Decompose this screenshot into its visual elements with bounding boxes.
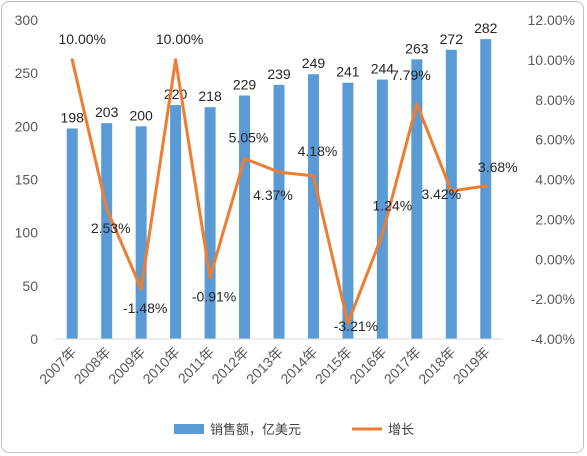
bar	[445, 49, 457, 339]
line-data-label: -3.21%	[334, 318, 378, 334]
legend-label-growth: 增长	[388, 423, 414, 438]
x-tick-label: 2008年	[71, 344, 114, 387]
line-point	[139, 287, 143, 291]
y-right-tick-label: -2.00%	[531, 291, 575, 307]
bar-data-label: 229	[233, 76, 257, 92]
bar-data-label: 239	[267, 66, 291, 82]
bar-series	[66, 39, 492, 340]
y-left-tick-label: 0	[30, 331, 38, 347]
bar-data-label: 203	[95, 104, 119, 120]
x-tick-label: 2017年	[381, 344, 424, 387]
line-point	[70, 58, 74, 62]
legend-swatch-sales	[174, 424, 204, 434]
line-point	[415, 102, 419, 106]
y-right-tick-label: 10.00%	[528, 52, 575, 68]
bar	[273, 84, 285, 339]
bar-data-label: 220	[164, 86, 188, 102]
x-tick-label: 2019年	[450, 344, 493, 387]
bar-data-label: 200	[129, 107, 153, 123]
line-data-label: 1.24%	[373, 198, 413, 214]
line-data-label: 5.05%	[229, 130, 269, 146]
x-tick-label: 2010年	[139, 344, 182, 387]
line-point	[346, 321, 350, 325]
line-point	[105, 207, 109, 211]
line-point	[208, 275, 212, 279]
left-axis: 0 50 100 150 200 250 300	[15, 12, 39, 347]
x-tick-label: 2011年	[175, 344, 218, 387]
bar	[307, 74, 319, 339]
x-tick-label: 2018年	[415, 344, 458, 387]
bar-data-label: 241	[336, 64, 360, 80]
y-left-tick-label: 200	[15, 118, 39, 134]
y-right-tick-label: 12.00%	[528, 12, 575, 28]
line-point	[449, 189, 453, 193]
bar	[480, 39, 492, 339]
legend: 销售额，亿美元 增长	[174, 422, 414, 438]
line-data-label: -0.91%	[192, 288, 236, 304]
y-right-tick-label: 0.00%	[535, 251, 575, 267]
line-data-label: -1.48%	[123, 300, 167, 316]
line-point	[484, 184, 488, 188]
x-tick-label: 2014年	[277, 344, 320, 387]
line-series	[70, 58, 488, 325]
line-data-labels: 10.00% 2.53% -1.48% 10.00% -0.91% 5.05% 4.37% 4…	[58, 31, 517, 334]
line-data-label: 4.18%	[298, 143, 338, 159]
bar-data-labels: 198 203 200 220 218 229 239 249 241 244 263 272 282	[61, 20, 498, 125]
line-data-label: 7.79%	[391, 67, 431, 83]
y-right-tick-label: 6.00%	[535, 132, 575, 148]
bar	[376, 79, 388, 340]
bar	[342, 82, 354, 339]
bar-data-label: 282	[474, 20, 498, 36]
y-right-tick-label: 8.00%	[535, 92, 575, 108]
line-point	[277, 170, 281, 174]
y-left-tick-label: 100	[15, 225, 39, 241]
line-point	[243, 157, 247, 161]
bar	[66, 128, 78, 339]
y-right-tick-label: -4.00%	[531, 331, 575, 347]
right-axis: -4.00% -2.00% 0.00% 2.00% 4.00% 6.00% 8.00% 10.…	[528, 12, 575, 347]
line-data-label: 3.42%	[421, 186, 461, 202]
line-data-label: 10.00%	[156, 31, 203, 47]
x-tick-label: 2015年	[312, 344, 355, 387]
line-point	[174, 58, 178, 62]
bar	[204, 107, 216, 340]
line-data-label: 3.68%	[478, 159, 518, 175]
bar	[101, 123, 113, 339]
bar-data-label: 249	[302, 55, 326, 71]
y-right-tick-label: 2.00%	[535, 211, 575, 227]
line-point	[311, 174, 315, 178]
y-right-tick-label: 4.00%	[535, 172, 575, 188]
x-tick-label: 2013年	[243, 344, 286, 387]
bar-data-label: 263	[405, 40, 429, 56]
bar	[239, 95, 251, 339]
bar	[135, 126, 147, 339]
line-data-label: 4.37%	[253, 187, 293, 203]
bar-data-label: 244	[371, 61, 395, 77]
y-left-tick-label: 50	[22, 278, 38, 294]
x-tick-label: 2009年	[105, 344, 148, 387]
bar-data-label: 272	[440, 31, 464, 47]
x-tick-label: 2016年	[346, 344, 389, 387]
line-point	[380, 233, 384, 237]
bar-data-label: 218	[198, 88, 222, 104]
bar	[411, 59, 423, 340]
line-data-label: 2.53%	[91, 220, 131, 236]
x-tick-label: 2012年	[208, 344, 251, 387]
bar	[170, 105, 182, 339]
bar-data-label: 198	[61, 109, 85, 125]
y-left-tick-label: 250	[15, 65, 39, 81]
x-axis: 2007年2008年2009年2010年2011年2012年2013年2014年…	[36, 338, 503, 387]
x-tick-label: 2007年	[36, 344, 79, 387]
legend-label-sales: 销售额，亿美元	[210, 422, 301, 438]
y-left-tick-label: 300	[15, 12, 39, 28]
y-left-tick-label: 150	[15, 172, 39, 188]
line-data-label: 10.00%	[58, 31, 105, 47]
